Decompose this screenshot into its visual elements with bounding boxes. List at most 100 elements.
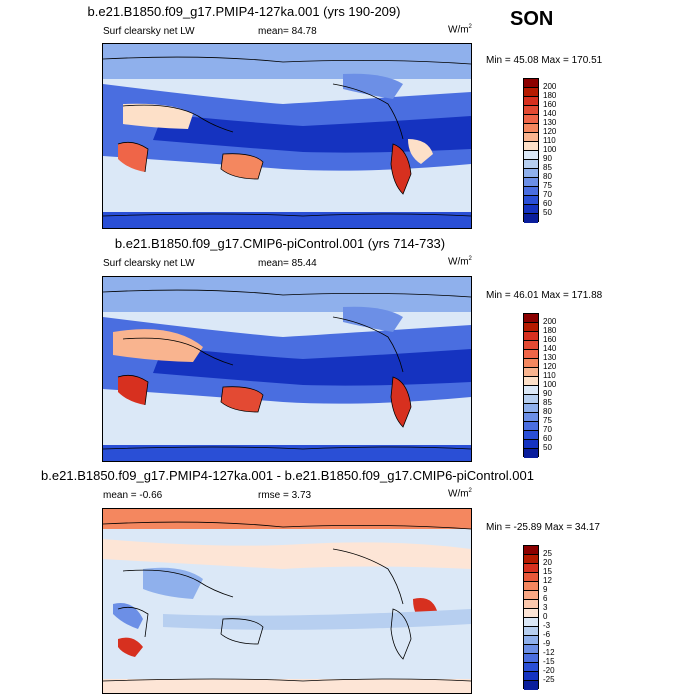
- panel2-variable: Surf clearsky net LW: [103, 258, 195, 269]
- colorbar-tick-label: 15: [543, 567, 552, 576]
- colorbar-segment: [524, 564, 538, 573]
- colorbar-tick-label: 120: [543, 127, 557, 136]
- colorbar-segment: [524, 115, 538, 124]
- colorbar-tick-label: 0: [543, 612, 548, 621]
- colorbar-tick-label: 60: [543, 199, 552, 208]
- colorbar-tick-label: 130: [543, 118, 557, 127]
- colorbar-tick-label: 60: [543, 434, 552, 443]
- colorbar-segment: [524, 413, 538, 422]
- colorbar-tick-label: 50: [543, 443, 552, 452]
- panel1-colorbar: [523, 78, 539, 223]
- panel3-title: b.e21.B1850.f09_g17.PMIP4-127ka.001 - b.…: [41, 468, 534, 483]
- panel1-units: W/m2: [448, 24, 472, 36]
- panel3-units: W/m2: [448, 488, 472, 500]
- colorbar-segment: [524, 97, 538, 106]
- colorbar-segment: [524, 546, 538, 555]
- colorbar-segment: [524, 449, 538, 458]
- colorbar-segment: [524, 618, 538, 627]
- colorbar-segment: [524, 645, 538, 654]
- colorbar-segment: [524, 359, 538, 368]
- colorbar-tick-label: 180: [543, 91, 557, 100]
- colorbar-segment: [524, 600, 538, 609]
- colorbar-segment: [524, 314, 538, 323]
- panel1-minmax: Min = 45.08 Max = 170.51: [486, 55, 603, 66]
- colorbar-segment: [524, 332, 538, 341]
- colorbar-segment: [524, 663, 538, 672]
- panel2-minmax: Min = 46.01 Max = 171.88: [486, 290, 603, 301]
- colorbar-segment: [524, 160, 538, 169]
- colorbar-tick-label: -20: [543, 666, 555, 675]
- colorbar-segment: [524, 196, 538, 205]
- panel1-mean: mean= 84.78: [258, 26, 317, 37]
- colorbar-tick-label: 160: [543, 100, 557, 109]
- colorbar-tick-label: 75: [543, 416, 552, 425]
- colorbar-tick-label: -6: [543, 630, 551, 639]
- colorbar-segment: [524, 187, 538, 196]
- colorbar-tick-label: 140: [543, 344, 557, 353]
- colorbar-segment: [524, 214, 538, 223]
- colorbar-tick-label: -9: [543, 639, 551, 648]
- colorbar-segment: [524, 627, 538, 636]
- colorbar-tick-label: 20: [543, 558, 552, 567]
- colorbar-segment: [524, 205, 538, 214]
- colorbar-tick-label: 85: [543, 398, 552, 407]
- colorbar-segment: [524, 350, 538, 359]
- colorbar-tick-label: 110: [543, 371, 556, 380]
- colorbar-segment: [524, 582, 538, 591]
- colorbar-tick-label: 100: [543, 145, 557, 154]
- colorbar-tick-label: 200: [543, 82, 557, 91]
- colorbar-segment: [524, 106, 538, 115]
- colorbar-tick-label: 9: [543, 585, 548, 594]
- panel2-map-field: [103, 277, 471, 461]
- colorbar-segment: [524, 79, 538, 88]
- colorbar-tick-label: 50: [543, 208, 552, 217]
- colorbar-segment: [524, 431, 538, 440]
- colorbar-tick-label: 70: [543, 190, 552, 199]
- panel3-map: [102, 508, 472, 694]
- colorbar-segment: [524, 88, 538, 97]
- colorbar-segment: [524, 555, 538, 564]
- colorbar-tick-label: 90: [543, 154, 552, 163]
- colorbar-segment: [524, 573, 538, 582]
- colorbar-tick-label: 6: [543, 594, 548, 603]
- colorbar-tick-label: -3: [543, 621, 551, 630]
- colorbar-segment: [524, 133, 538, 142]
- colorbar-tick-label: 100: [543, 380, 557, 389]
- colorbar-segment: [524, 636, 538, 645]
- panel1-variable: Surf clearsky net LW: [103, 26, 195, 37]
- season-label: SON: [510, 8, 554, 30]
- colorbar-segment: [524, 323, 538, 332]
- panel2-units: W/m2: [448, 256, 472, 268]
- colorbar-tick-label: 80: [543, 407, 552, 416]
- colorbar-tick-label: 12: [543, 576, 552, 585]
- colorbar-segment: [524, 609, 538, 618]
- colorbar-segment: [524, 169, 538, 178]
- panel1-map-field: [103, 44, 471, 228]
- panel3-minmax: Min = -25.89 Max = 34.17: [486, 522, 600, 533]
- colorbar-tick-label: 85: [543, 163, 552, 172]
- colorbar-tick-label: 80: [543, 172, 552, 181]
- colorbar-segment: [524, 440, 538, 449]
- colorbar-segment: [524, 591, 538, 600]
- colorbar-tick-label: 200: [543, 317, 557, 326]
- colorbar-segment: [524, 377, 538, 386]
- colorbar-segment: [524, 422, 538, 431]
- colorbar-tick-label: 130: [543, 353, 557, 362]
- panel2-colorbar: [523, 313, 539, 458]
- colorbar-segment: [524, 341, 538, 350]
- colorbar-tick-label: 25: [543, 549, 552, 558]
- colorbar-segment: [524, 395, 538, 404]
- colorbar-tick-label: 110: [543, 136, 556, 145]
- panel2-title: b.e21.B1850.f09_g17.CMIP6-piControl.001 …: [114, 236, 446, 251]
- colorbar-segment: [524, 178, 538, 187]
- colorbar-tick-label: 70: [543, 425, 552, 434]
- panel3-map-field: [103, 509, 471, 693]
- colorbar-tick-label: 75: [543, 181, 552, 190]
- colorbar-tick-label: 90: [543, 389, 552, 398]
- colorbar-segment: [524, 386, 538, 395]
- colorbar-segment: [524, 368, 538, 377]
- colorbar-segment: [524, 142, 538, 151]
- panel1-title: b.e21.B1850.f09_g17.PMIP4-127ka.001 (yrs…: [87, 4, 401, 19]
- colorbar-tick-label: 180: [543, 326, 557, 335]
- colorbar-segment: [524, 151, 538, 160]
